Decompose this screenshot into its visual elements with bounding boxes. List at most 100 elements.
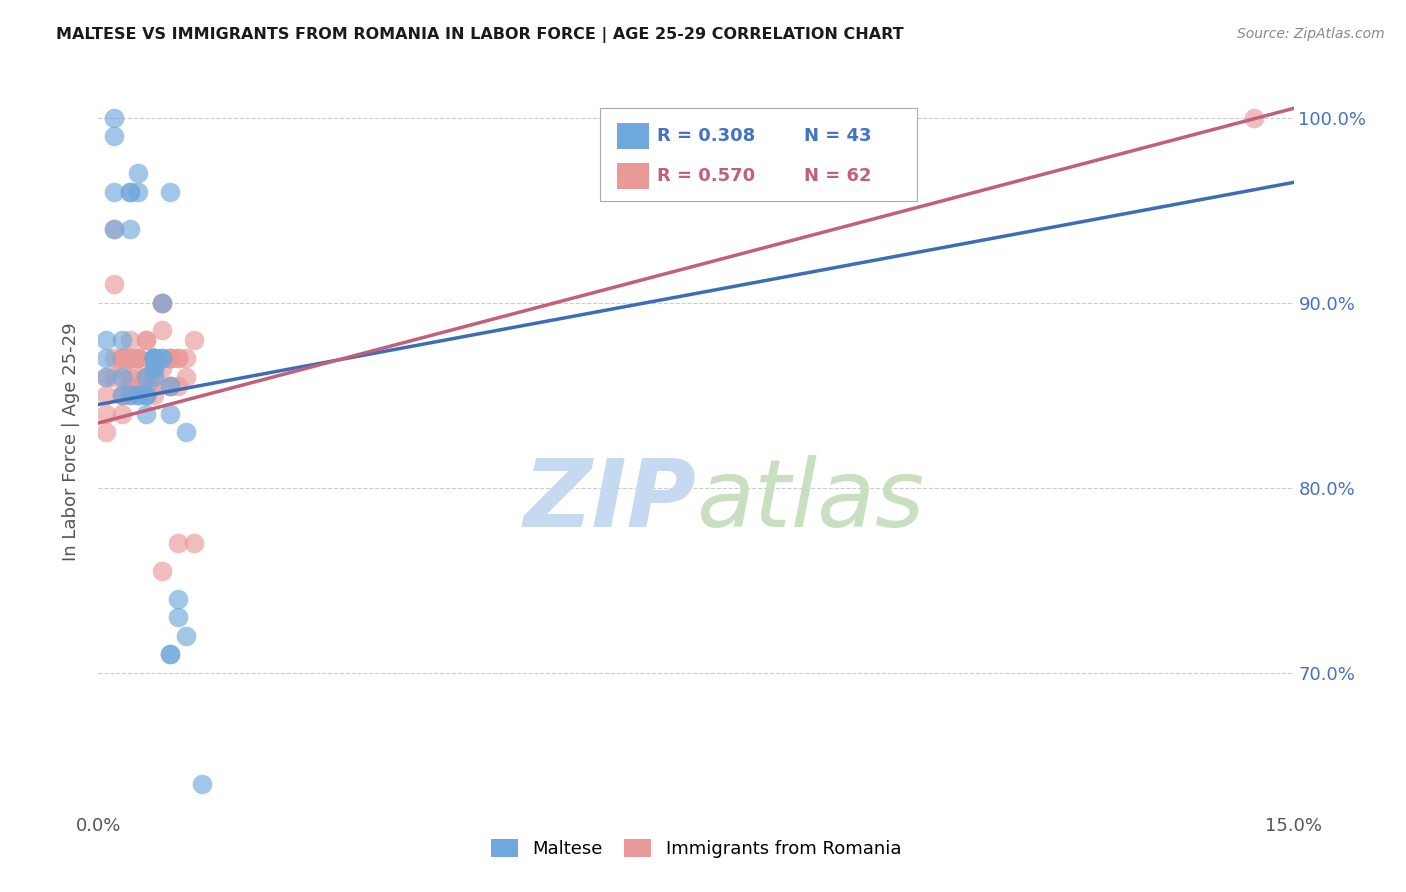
Point [143, 360, 166, 375]
Point [111, 388, 134, 402]
Point [143, 360, 166, 375]
Point [150, 295, 173, 310]
Point [150, 351, 173, 366]
Point [167, 351, 190, 366]
Point [96, 333, 118, 347]
Point [103, 369, 125, 384]
Point [120, 351, 142, 366]
Point [120, 388, 142, 402]
Point [111, 351, 134, 366]
Point [135, 388, 157, 402]
Point [191, 777, 214, 791]
Point [135, 388, 157, 402]
Point [120, 379, 142, 393]
Point [127, 369, 149, 384]
Point [143, 351, 166, 366]
Point [111, 369, 134, 384]
Point [150, 295, 173, 310]
Point [143, 351, 166, 366]
Point [96, 425, 118, 440]
Point [103, 351, 125, 366]
Point [159, 185, 181, 199]
Point [143, 351, 166, 366]
Point [150, 323, 173, 337]
Point [150, 351, 173, 366]
Point [167, 591, 190, 606]
Text: Source: ZipAtlas.com: Source: ZipAtlas.com [1237, 27, 1385, 41]
Point [174, 629, 197, 643]
Point [111, 388, 134, 402]
Point [143, 388, 166, 402]
Point [167, 379, 190, 393]
Point [143, 351, 166, 366]
Point [159, 379, 181, 393]
Point [120, 388, 142, 402]
Point [669, 111, 692, 125]
FancyBboxPatch shape [617, 123, 650, 149]
Point [127, 379, 149, 393]
Point [183, 536, 205, 550]
Point [127, 351, 149, 366]
Point [183, 333, 205, 347]
Point [127, 388, 149, 402]
Point [143, 351, 166, 366]
Point [174, 425, 197, 440]
Point [120, 185, 142, 199]
Point [120, 333, 142, 347]
Point [1243, 111, 1265, 125]
Point [111, 351, 134, 366]
Point [135, 333, 157, 347]
Point [127, 351, 149, 366]
Legend: Maltese, Immigrants from Romania: Maltese, Immigrants from Romania [491, 838, 901, 858]
Point [127, 351, 149, 366]
Point [96, 369, 118, 384]
Point [103, 221, 125, 235]
Point [96, 351, 118, 366]
Point [150, 295, 173, 310]
Text: N = 62: N = 62 [804, 167, 872, 185]
Point [111, 388, 134, 402]
Point [111, 351, 134, 366]
Point [135, 369, 157, 384]
Point [120, 379, 142, 393]
Point [174, 369, 197, 384]
Point [159, 379, 181, 393]
Point [143, 360, 166, 375]
Point [96, 369, 118, 384]
Point [174, 351, 197, 366]
FancyBboxPatch shape [617, 163, 650, 188]
Text: R = 0.570: R = 0.570 [657, 167, 755, 185]
Point [96, 388, 118, 402]
Point [150, 564, 173, 578]
Point [159, 407, 181, 421]
Y-axis label: In Labor Force | Age 25-29: In Labor Force | Age 25-29 [62, 322, 80, 561]
Point [159, 648, 181, 662]
Text: MALTESE VS IMMIGRANTS FROM ROMANIA IN LABOR FORCE | AGE 25-29 CORRELATION CHART: MALTESE VS IMMIGRANTS FROM ROMANIA IN LA… [56, 27, 904, 43]
Point [167, 351, 190, 366]
Point [143, 351, 166, 366]
Point [167, 536, 190, 550]
Point [103, 277, 125, 292]
Text: atlas: atlas [696, 455, 924, 546]
Point [111, 407, 134, 421]
Text: N = 43: N = 43 [804, 127, 872, 145]
Point [127, 351, 149, 366]
Point [143, 379, 166, 393]
Point [135, 369, 157, 384]
Point [96, 407, 118, 421]
Point [135, 333, 157, 347]
Point [159, 351, 181, 366]
Text: ZIP: ZIP [523, 455, 696, 547]
Point [120, 351, 142, 366]
Point [103, 111, 125, 125]
Point [135, 407, 157, 421]
Point [159, 351, 181, 366]
Point [127, 388, 149, 402]
Point [120, 185, 142, 199]
Point [127, 166, 149, 180]
Point [120, 369, 142, 384]
Text: R = 0.308: R = 0.308 [657, 127, 755, 145]
Point [127, 379, 149, 393]
Point [111, 333, 134, 347]
Point [167, 610, 190, 624]
